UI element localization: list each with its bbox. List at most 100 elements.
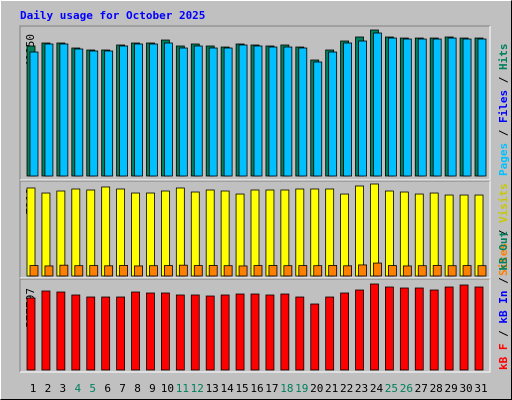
bar <box>355 185 364 277</box>
bar <box>387 37 397 177</box>
bar <box>178 264 188 277</box>
legend: Pages / Files / Hits <box>497 44 510 177</box>
x-tick-label: 5 <box>89 382 96 395</box>
bar <box>26 187 36 277</box>
bar <box>208 265 218 277</box>
bar <box>355 289 364 371</box>
bar <box>89 50 99 177</box>
bar <box>74 265 84 277</box>
bar <box>220 294 230 371</box>
bar <box>373 32 382 177</box>
legend-entry: Visits <box>497 183 510 223</box>
bar <box>205 295 215 371</box>
legend-entry: kB F <box>497 344 510 371</box>
bar <box>149 265 158 277</box>
bar <box>417 265 427 277</box>
bar <box>313 265 323 277</box>
bar <box>417 38 427 177</box>
legend-entry: Pages <box>497 143 510 176</box>
bar <box>340 292 350 371</box>
bar <box>134 43 143 177</box>
bar <box>399 191 409 277</box>
x-tick-label: 25 <box>385 382 398 395</box>
bar <box>235 293 245 371</box>
bar <box>328 51 338 177</box>
bar <box>298 47 308 177</box>
bar <box>26 297 36 371</box>
x-tick-label: 18 <box>280 382 293 395</box>
bar <box>41 192 51 277</box>
x-tick-label: 15 <box>235 382 248 395</box>
bar <box>343 42 353 177</box>
bar <box>101 296 111 371</box>
bar <box>131 291 140 371</box>
bar <box>268 46 278 177</box>
bar <box>149 43 158 177</box>
bar <box>328 265 338 277</box>
bar <box>59 264 69 277</box>
bar <box>86 189 96 277</box>
x-tick-label: 30 <box>459 382 472 395</box>
x-tick-label: 16 <box>250 382 263 395</box>
bar <box>280 293 290 371</box>
bar <box>429 289 439 371</box>
x-tick-label: 31 <box>474 382 487 395</box>
bar <box>298 265 308 277</box>
x-tick-label: 3 <box>60 382 67 395</box>
bar <box>313 61 323 177</box>
x-tick-label: 4 <box>74 382 81 395</box>
panel-bevel-dark <box>19 25 490 180</box>
bar <box>160 190 170 277</box>
bar <box>474 194 484 277</box>
bar <box>387 265 397 277</box>
panel-bevel-light <box>20 279 491 373</box>
x-tick-label: 19 <box>295 382 308 395</box>
bar <box>86 296 96 371</box>
x-tick-label: 24 <box>370 382 384 395</box>
bar <box>414 287 424 371</box>
bar <box>477 265 487 277</box>
bar <box>175 294 185 371</box>
bar <box>370 183 379 277</box>
bar <box>220 190 230 277</box>
x-tick-label: 22 <box>340 382 353 395</box>
legend-separator: / <box>497 271 510 291</box>
bar <box>414 193 424 277</box>
bar <box>160 292 170 371</box>
x-tick-label: 2 <box>45 382 52 395</box>
bar <box>131 192 140 277</box>
bar <box>265 189 275 277</box>
bar <box>253 45 263 177</box>
legend-separator: / <box>497 123 510 143</box>
legend: kB F / kB In / kB Out <box>497 231 510 370</box>
bar <box>432 38 442 177</box>
panel-bevel-light <box>20 26 491 181</box>
x-tick-label: 7 <box>119 382 126 395</box>
bar <box>74 48 84 177</box>
bar <box>235 193 245 277</box>
legend-entry: Sites <box>497 243 510 276</box>
bar <box>477 38 487 177</box>
bar <box>190 191 200 277</box>
bar <box>447 265 457 277</box>
x-tick-label: 11 <box>176 382 189 395</box>
bar <box>432 265 442 277</box>
bar <box>223 47 233 177</box>
bar <box>44 265 54 277</box>
bar <box>265 294 275 371</box>
bar <box>283 46 293 177</box>
bar <box>29 265 39 277</box>
bar <box>280 189 290 277</box>
x-tick-label: 21 <box>325 382 338 395</box>
bar <box>444 286 454 371</box>
bar <box>310 303 320 371</box>
bar <box>295 188 305 277</box>
x-tick-label: 10 <box>161 382 174 395</box>
legend-entry: Hits <box>497 44 510 71</box>
bar <box>89 265 99 277</box>
bar <box>384 190 394 277</box>
bar <box>370 283 379 371</box>
legend-entry: kB In <box>497 291 510 324</box>
x-tick-label: 26 <box>400 382 413 395</box>
